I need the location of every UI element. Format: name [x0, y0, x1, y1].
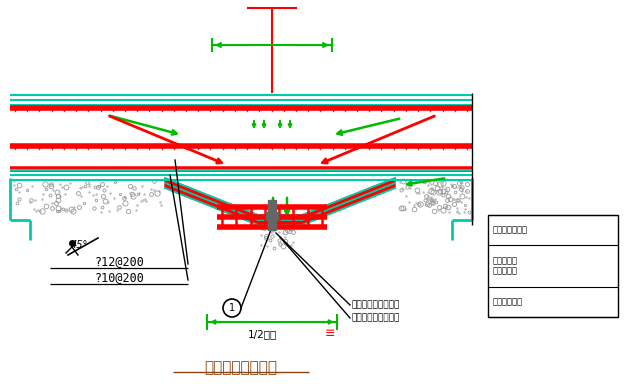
- Text: 1/2板宽: 1/2板宽: [247, 329, 276, 339]
- Bar: [10, 113, 472, 145]
- Bar: [268, 200, 276, 230]
- Text: ?10@200: ?10@200: [95, 271, 145, 285]
- Text: ≡: ≡: [325, 328, 335, 341]
- Text: ?12@200: ?12@200: [95, 255, 145, 268]
- Text: 45°: 45°: [72, 240, 89, 250]
- Text: 1: 1: [229, 303, 235, 313]
- Text: 地下室底板后浇带: 地下室底板后浇带: [205, 361, 278, 376]
- Text: 嵌缝、止水带及端缝: 嵌缝、止水带及端缝: [352, 301, 401, 310]
- Polygon shape: [165, 178, 258, 225]
- Bar: [266, 212, 278, 220]
- Text: 材料做法详见底板图: 材料做法详见底板图: [352, 313, 401, 323]
- Text: 素混凝土垫层管: 素混凝土垫层管: [493, 225, 528, 235]
- Bar: [488, 215, 618, 317]
- Bar: [258, 215, 302, 225]
- Text: 防水层做法
详见底板图: 防水层做法 详见底板图: [493, 256, 518, 276]
- Polygon shape: [302, 178, 395, 225]
- Text: 素混凝土垫层: 素混凝土垫层: [493, 298, 523, 306]
